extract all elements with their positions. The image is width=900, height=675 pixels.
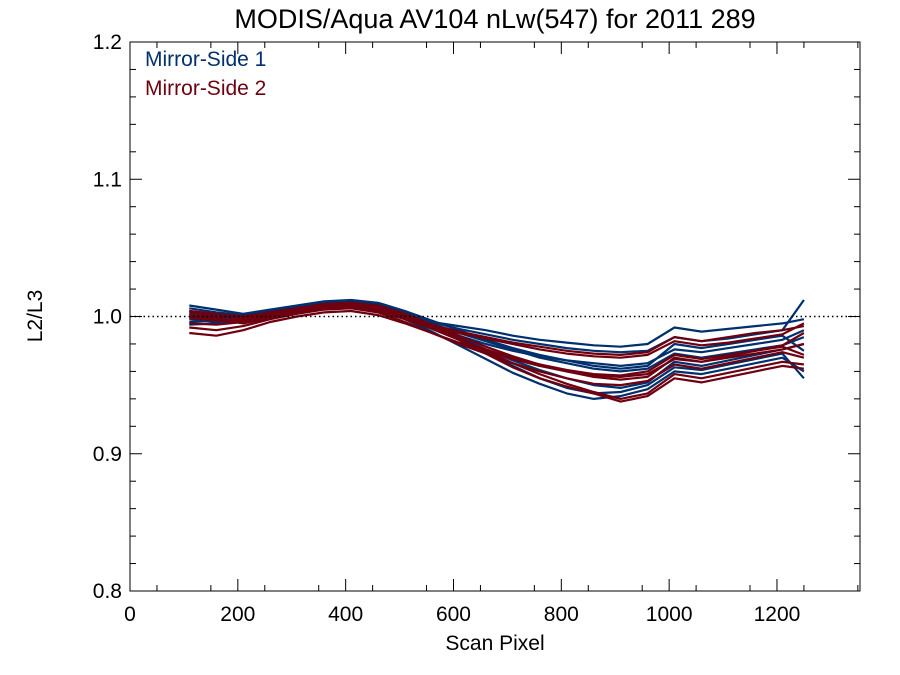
tick-label-layer: 0 200 400 600 800 1000 1200 0.8 0.9 1.0 1.1 1.2 <box>93 31 801 626</box>
y-tick-label: 1.0 <box>93 306 122 329</box>
y-tick-label: 0.8 <box>93 580 122 603</box>
series-mirror-side-2-line-11 <box>189 303 805 400</box>
series-mirror-side-1-line-6 <box>189 298 805 370</box>
series-mirror-side-1-line-8 <box>189 300 805 373</box>
legend-entry-mirror-side-1: Mirror-Side 1 <box>145 48 266 71</box>
chart-title: MODIS/Aqua AV104 nLw(547) for 2011 289 <box>234 4 755 34</box>
y-tick-label: 0.9 <box>93 443 122 466</box>
series-mirror-side-2-line-16 <box>189 301 805 403</box>
y-tick-label: 1.2 <box>93 31 122 54</box>
x-tick-label: 400 <box>328 603 363 626</box>
legend-entry-mirror-side-2: Mirror-Side 2 <box>145 77 266 100</box>
legend: Mirror-Side 1 Mirror-Side 2 <box>145 48 266 100</box>
x-tick-label: 800 <box>544 603 579 626</box>
series-layer <box>189 298 805 403</box>
x-tick-label: 600 <box>436 603 471 626</box>
x-tick-label: 0 <box>124 603 136 626</box>
y-tick-label: 1.1 <box>93 168 122 191</box>
tick-layer <box>129 41 860 592</box>
x-tick-label: 1000 <box>646 603 693 626</box>
x-tick-label: 1200 <box>754 603 801 626</box>
y-axis-label: L2/L3 <box>24 290 47 343</box>
series-mirror-side-2-line-13 <box>189 304 805 356</box>
x-axis-label: Scan Pixel <box>445 632 544 655</box>
x-tick-label: 200 <box>220 603 255 626</box>
series-mirror-side-2-line-15 <box>189 305 805 377</box>
series-mirror-side-2-line-10 <box>189 307 805 387</box>
